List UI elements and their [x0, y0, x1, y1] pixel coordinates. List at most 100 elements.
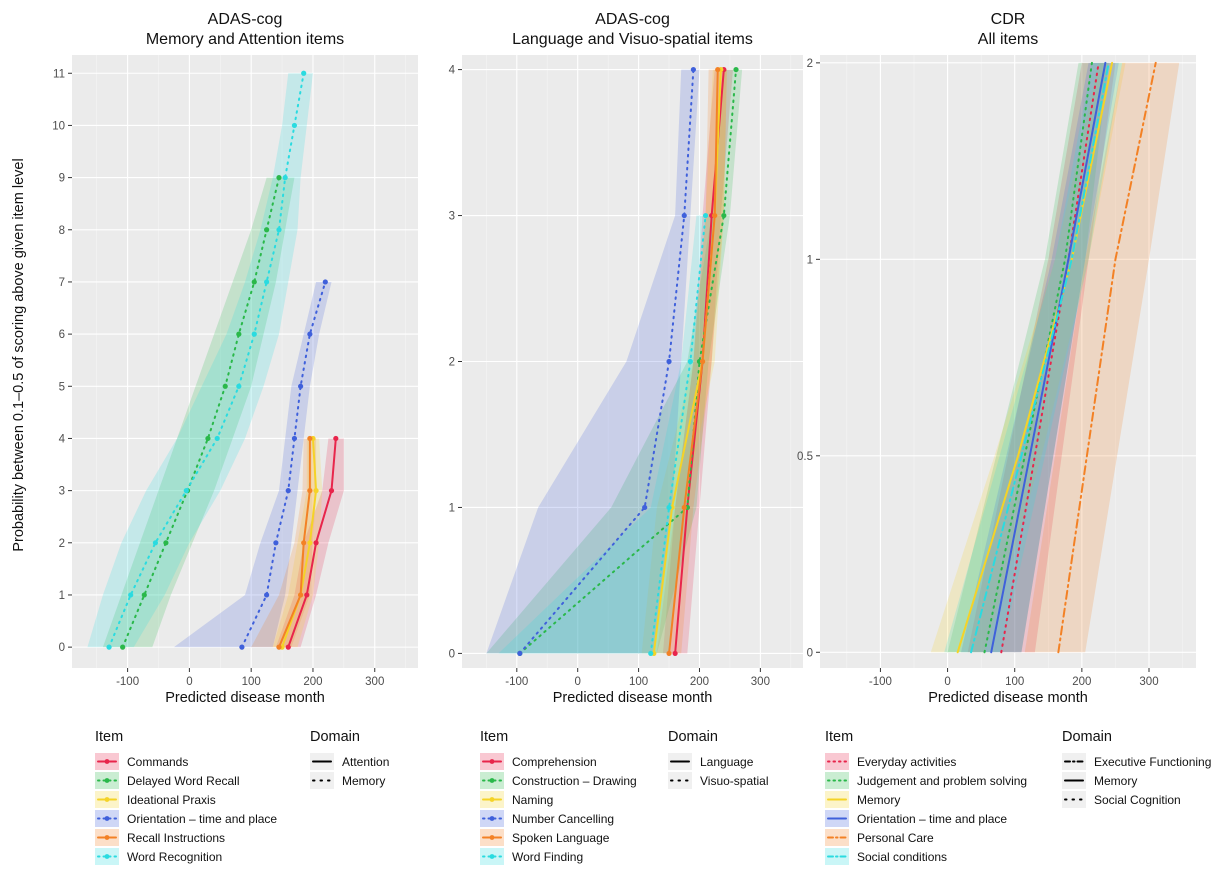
legend-key-point [104, 816, 110, 821]
legend-domain-label-memory: Memory [1094, 774, 1137, 788]
panel-title-line1: ADAS-cog [208, 11, 283, 28]
legend-domain-label-memory: Memory [342, 774, 385, 788]
legend-label-orientation-time-and-place: Orientation – time and place [127, 812, 277, 826]
plot-background [72, 55, 418, 668]
series-line-personal-care [1057, 61, 1157, 654]
legend-key-point [104, 778, 110, 783]
y-tick-label: 0 [449, 648, 455, 660]
data-point-commands [328, 488, 335, 494]
data-point-number-cancelling [517, 650, 523, 657]
legend-item-title: Item [825, 729, 853, 745]
legend-label-word-recognition: Word Recognition [127, 850, 222, 864]
y-tick-label: 6 [59, 329, 65, 341]
legend-domain-title: Domain [668, 729, 718, 745]
data-point-commands [313, 540, 319, 546]
legend-label-personal-care: Personal Care [857, 831, 934, 845]
data-point-recall-instructions [301, 540, 307, 546]
data-point-word-recognition [291, 122, 298, 129]
legend-key-point [489, 854, 495, 859]
y-tick-label: 2 [807, 58, 813, 70]
legend-2: Item Comprehension Construction – Drawing N… [480, 729, 768, 865]
data-point-orientation-time-and-place [291, 435, 298, 442]
x-tick-label: 200 [690, 676, 709, 688]
series-line-orientation-time-and-place [990, 61, 1107, 654]
ribbon-personal-care [1024, 62, 1180, 653]
x-tick-label: 300 [365, 676, 384, 688]
x-tick-label: 0 [186, 676, 192, 688]
data-point-word-recognition [128, 592, 134, 598]
y-tick-label: 9 [59, 173, 65, 185]
y-tick-label: 0.5 [797, 451, 813, 463]
x-axis-label: Predicted disease month [928, 690, 1088, 706]
data-point-spoken-language [681, 504, 687, 511]
data-point-word-recognition [251, 331, 257, 337]
legend-key-point [104, 759, 110, 764]
legend-label-construction-drawing: Construction – Drawing [512, 774, 637, 788]
data-point-ideational-praxis [313, 488, 319, 494]
y-axis-label: Probability between 0.1–0.5 of scoring a… [11, 158, 27, 551]
legend-label-judgement-and-problem-solving: Judgement and problem solving [857, 774, 1027, 788]
legend-label-spoken-language: Spoken Language [512, 831, 610, 845]
y-tick-label: 10 [52, 120, 65, 132]
x-tick-label: -100 [505, 676, 528, 688]
ribbon-orientation-time-and-place [173, 281, 332, 648]
legend-label-naming: Naming [512, 793, 553, 807]
data-point-recall-instructions [307, 488, 313, 494]
panel-title-line2: Memory and Attention items [146, 31, 344, 48]
series-line-delayed-word-recall [121, 176, 280, 649]
x-tick-label: 300 [1139, 676, 1158, 688]
legend-domain-title: Domain [310, 729, 360, 745]
data-point-comprehension [672, 650, 678, 657]
legend-label-word-finding: Word Finding [512, 850, 583, 864]
data-point-delayed-word-recall [141, 592, 147, 598]
legend-key-point [104, 835, 110, 840]
data-point-spoken-language [715, 66, 721, 73]
ribbon-delayed-word-recall [102, 177, 295, 648]
legend-label-memory: Memory [857, 793, 900, 807]
data-point-number-cancelling [690, 66, 696, 73]
x-tick-label: -100 [116, 676, 139, 688]
legend-domain-label-visuo-spatial: Visuo-spatial [700, 774, 768, 788]
data-point-construction-drawing [733, 66, 739, 73]
y-tick-label: 5 [59, 381, 65, 393]
data-point-delayed-word-recall [264, 227, 270, 233]
legend-label-commands: Commands [127, 755, 188, 769]
data-point-word-recognition [236, 383, 242, 389]
data-point-word-recognition [276, 227, 282, 233]
x-axis-label: Predicted disease month [165, 690, 325, 706]
y-tick-label: 1 [807, 254, 813, 266]
x-axis-label: Predicted disease month [553, 690, 713, 706]
legend-key-point [489, 759, 495, 764]
legend-label-social-conditions: Social conditions [857, 850, 947, 864]
data-point-word-finding [648, 650, 654, 657]
legend-domain-title: Domain [1062, 729, 1112, 745]
data-point-delayed-word-recall [251, 279, 257, 285]
data-point-recall-instructions [307, 435, 313, 442]
data-point-orientation-time-and-place [322, 279, 328, 285]
legend-1: Item Commands Delayed Word Recall Ideationa… [95, 729, 389, 865]
series-line-word-recognition [108, 72, 305, 649]
legend-key-everyday-activities [825, 753, 849, 770]
legend-label-delayed-word-recall: Delayed Word Recall [127, 774, 240, 788]
data-point-commands [304, 592, 310, 598]
data-point-word-finding [687, 358, 693, 365]
panel-1: -100 0 100 200 300 0 1 2 3 4 5 6 7 8 9 10 11 ADAS-cog Memo… [52, 11, 418, 706]
data-point-delayed-word-recall [163, 540, 169, 546]
data-point-delayed-word-recall [205, 435, 211, 442]
legend-domain-label-language: Language [700, 755, 754, 769]
y-tick-label: 3 [449, 211, 455, 223]
y-tick-label: 1 [59, 590, 65, 602]
x-tick-label: 100 [629, 676, 648, 688]
data-point-delayed-word-recall [120, 644, 126, 650]
legend-item-title: Item [95, 729, 123, 745]
legend-label-comprehension: Comprehension [512, 755, 597, 769]
data-point-construction-drawing [721, 212, 727, 219]
data-point-orientation-time-and-place [307, 331, 313, 337]
data-point-spoken-language [699, 358, 706, 365]
x-tick-label: 300 [751, 676, 770, 688]
ribbon-word-finding [498, 215, 715, 654]
legend-key-judgement-and-problem-solving [825, 772, 849, 789]
legend-item-title: Item [480, 729, 508, 745]
x-tick-label: 200 [1072, 676, 1091, 688]
